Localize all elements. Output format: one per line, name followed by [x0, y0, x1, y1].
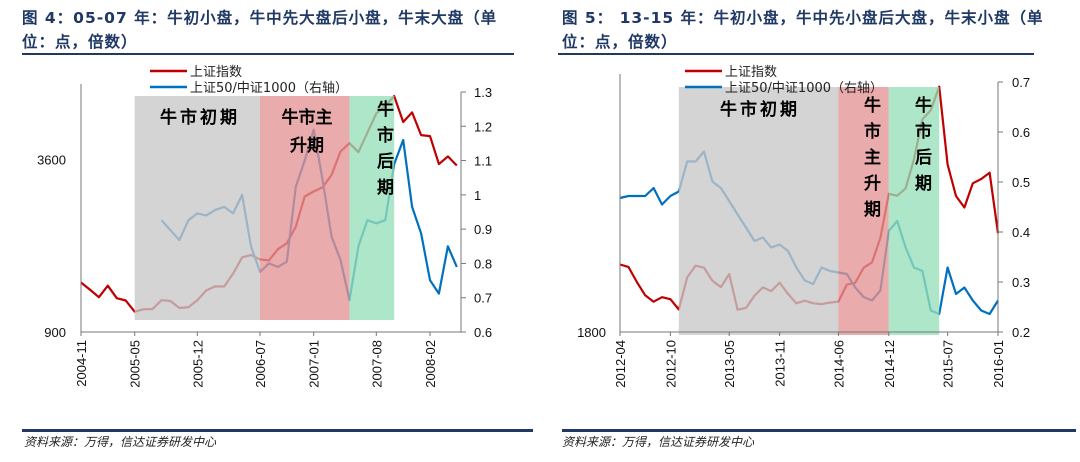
- left-axis-tick-label: 3600: [37, 153, 66, 168]
- x-axis-tick-label: 2013-05: [722, 340, 737, 388]
- right-axis-tick-label: 1.1: [474, 154, 492, 169]
- left-axis-tick-label: 900: [44, 325, 66, 340]
- phase-band-1: [259, 96, 350, 320]
- phase-band-0: [134, 96, 260, 320]
- phase-band-0: [678, 87, 839, 335]
- chart-title-right: 图 5： 13-15 年：牛初小盘，牛中先小盘后大盘，牛末小盘（单位：点，倍数）: [562, 9, 1044, 51]
- x-axis-tick-label: 2012-10: [663, 340, 678, 388]
- right-axis-tick-label: 0.6: [474, 325, 492, 340]
- right-axis-tick-label: 0.3: [1012, 275, 1030, 290]
- x-axis-tick-label: 2005-05: [128, 340, 143, 388]
- right-axis-tick-label: 0.7: [1012, 75, 1030, 90]
- x-axis-tick-label: 2007-01: [307, 340, 322, 388]
- right-axis-tick-label: 0.6: [1012, 125, 1030, 140]
- chart-title-left: 图 4：05-07 年：牛初小盘，牛中先大盘后小盘，牛末大盘（单位：点，倍数）: [22, 9, 498, 51]
- chart-right: 1800 0.7 0.6 0.5 0.4 0.3 0.2 2012-04 2012-10 2013…: [577, 65, 1030, 388]
- phase-label-late-right: 牛市后期: [911, 96, 931, 200]
- phase-band-1: [838, 87, 889, 335]
- x-axis-tick-label: 2014-12: [882, 340, 897, 388]
- chart-left: 3600 900 1.3 1.2 1.1 1 0.9 0.8 0.7 0.6 2004-11 2005…: [37, 65, 492, 388]
- x-axis-tick-label: 2005-12: [190, 340, 205, 388]
- right-axis-tick-label: 1.3: [474, 85, 492, 100]
- right-axis-tick-label: 0.4: [1012, 225, 1030, 240]
- x-axis-tick-label: 2007-08: [369, 340, 384, 388]
- footer-rule-left: [22, 429, 533, 432]
- phase-label-main-right: 牛市主升期: [860, 96, 880, 226]
- source-note-left: 资料来源：万得，信达证券研发中心: [24, 435, 217, 449]
- right-axis-tick-label: 0.2: [1012, 325, 1030, 340]
- x-axis-tick-label: 2015-07: [941, 340, 956, 388]
- x-axis-tick-label: 2014-06: [831, 340, 846, 388]
- right-axis-tick-label: 1.2: [474, 119, 492, 134]
- source-note-right: 资料来源：万得，信达证券研发中心: [562, 435, 755, 449]
- x-axis-tick-label: 2004-11: [74, 340, 89, 387]
- phase-band-2: [349, 96, 395, 320]
- phase-band-2: [888, 87, 940, 335]
- x-axis-tick-label: 2016-01: [991, 340, 1006, 388]
- right-axis-tick-label: 0.9: [474, 222, 492, 237]
- legend-label: 上证50/中证1000（右轴）: [725, 81, 883, 96]
- footer-rule-right: [562, 429, 1076, 432]
- x-axis-tick-label: 2008-02: [423, 340, 438, 388]
- right-axis-tick-label: 0.7: [474, 291, 492, 306]
- phase-label-early-right: 牛市初期: [720, 100, 800, 120]
- title-rule-right: [558, 53, 1034, 55]
- right-axis-tick-label: 1: [474, 188, 481, 203]
- x-axis-tick-label: 2006-07: [253, 340, 268, 388]
- phase-label-early-left: 牛市初期: [160, 108, 240, 128]
- phase-label-late-left: 牛市后期: [373, 100, 393, 204]
- legend-label: 上证50/中证1000（右轴）: [190, 81, 348, 96]
- right-axis-tick-label: 0.8: [474, 256, 492, 271]
- legend-label: 上证指数: [725, 65, 777, 80]
- phase-label-main-left: 牛市主升期: [281, 108, 333, 156]
- title-rule-left: [22, 53, 514, 55]
- x-axis-tick-label: 2012-04: [613, 340, 628, 388]
- right-axis-tick-label: 0.5: [1012, 175, 1030, 190]
- legend-label: 上证指数: [190, 65, 242, 80]
- left-axis-tick-label: 1800: [577, 325, 606, 340]
- x-axis-tick-label: 2013-11: [773, 340, 788, 387]
